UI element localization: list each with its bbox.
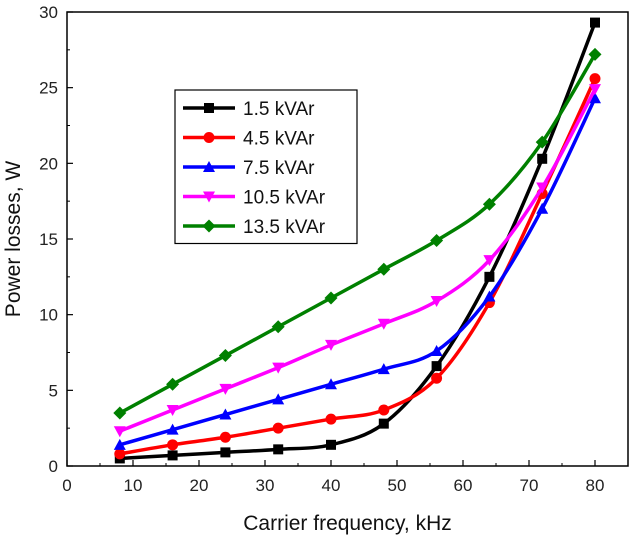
- data-point-7-5-kvar: [272, 393, 285, 405]
- legend-item-10-5-kvar: 10.5 kVAr: [183, 188, 326, 209]
- x-tick-label: 80: [586, 476, 605, 495]
- data-point-4-5-kvar: [114, 448, 126, 460]
- legend-marker: [203, 191, 215, 203]
- data-point-13-5-kvar: [482, 197, 496, 211]
- data-point-7-5-kvar: [166, 423, 179, 435]
- y-tick-label: 30: [39, 3, 58, 22]
- y-tick-label: 15: [39, 230, 58, 249]
- data-point-4-5-kvar: [167, 439, 179, 451]
- data-point-4-5-kvar: [431, 372, 443, 384]
- legend-marker: [202, 219, 216, 233]
- data-point-13-5-kvar: [535, 135, 549, 149]
- data-point-13-5-kvar: [166, 377, 180, 391]
- x-axis-ticks: 0 10 20 30 40 50 60 70 80: [62, 460, 604, 495]
- data-point-1-5-kvar: [590, 17, 600, 28]
- x-tick-label: 30: [256, 476, 275, 495]
- x-tick-label: 40: [322, 476, 341, 495]
- legend-item-13-5-kvar: 13.5 kVAr: [183, 217, 326, 238]
- y-tick-label: 25: [39, 79, 58, 98]
- data-point-13-5-kvar: [113, 406, 127, 420]
- data-point-10-5-kvar: [272, 362, 285, 374]
- data-point-10-5-kvar: [483, 255, 496, 267]
- series-line-10-5-kvar: [118, 87, 597, 433]
- data-point-13-5-kvar: [430, 234, 444, 248]
- data-point-10-5-kvar: [536, 182, 549, 194]
- x-tick-label: 50: [388, 476, 407, 495]
- y-tick-label: 5: [49, 381, 58, 400]
- legend-label: 7.5 kVAr: [243, 158, 315, 179]
- data-point-10-5-kvar: [219, 383, 232, 395]
- data-point-13-5-kvar: [218, 349, 232, 363]
- legend-label: 13.5 kVAr: [243, 217, 326, 238]
- legend-label: 1.5 kVAr: [243, 99, 315, 120]
- x-tick-label: 70: [520, 476, 539, 495]
- data-point-7-5-kvar: [483, 290, 496, 302]
- data-point-4-5-kvar: [219, 431, 231, 443]
- y-axis-ticks: 0 5 10 15 20 25 30: [39, 3, 73, 476]
- series-13-5-kvar: [113, 47, 602, 420]
- series-7-5-kvar: [113, 92, 601, 450]
- data-point-13-5-kvar: [324, 291, 338, 305]
- legend-label: 10.5 kVAr: [243, 188, 326, 209]
- y-tick-label: 20: [39, 154, 58, 173]
- data-point-10-5-kvar: [325, 339, 337, 351]
- series-10-5-kvar: [113, 84, 601, 438]
- data-point-7-5-kvar: [325, 378, 337, 390]
- legend-label: 4.5 kVAr: [243, 129, 315, 150]
- data-point-10-5-kvar: [589, 84, 601, 96]
- legend-item-1-5-kvar: 1.5 kVAr: [183, 99, 315, 120]
- data-point-7-5-kvar: [377, 363, 390, 375]
- legend-item-7-5-kvar: 7.5 kVAr: [183, 158, 315, 179]
- series-line-13-5-kvar: [118, 52, 597, 415]
- y-tick-label: 10: [39, 306, 58, 325]
- data-point-10-5-kvar: [166, 405, 179, 417]
- data-point-4-5-kvar: [589, 73, 601, 85]
- legend-marker: [204, 103, 214, 113]
- data-point-4-5-kvar: [378, 404, 390, 416]
- data-point-10-5-kvar: [430, 296, 443, 308]
- series-1-5-kvar: [114, 17, 600, 464]
- data-point-10-5-kvar: [113, 426, 126, 438]
- data-point-13-5-kvar: [588, 47, 602, 61]
- data-point-4-5-kvar: [272, 422, 284, 434]
- data-point-7-5-kvar: [536, 202, 549, 214]
- legend-marker: [203, 132, 215, 143]
- x-axis-title: Carrier frequency, kHz: [243, 512, 452, 535]
- data-point-1-5-kvar: [220, 447, 231, 458]
- legend: 1.5 kVAr 4.5 kVAr 7.5 kVAr 10.5 kVAr 13.5 kV…: [174, 89, 358, 245]
- x-tick-label: 60: [454, 476, 473, 495]
- data-point-10-5-kvar: [377, 318, 390, 330]
- x-tick-label: 0: [62, 476, 71, 495]
- data-point-1-5-kvar: [273, 444, 284, 455]
- x-tick-label: 20: [190, 476, 209, 495]
- data-point-13-5-kvar: [271, 320, 285, 334]
- legend-marker: [203, 161, 215, 172]
- data-point-1-5-kvar: [326, 439, 336, 450]
- data-point-1-5-kvar: [484, 271, 495, 282]
- data-point-13-5-kvar: [377, 262, 391, 276]
- data-point-7-5-kvar: [589, 92, 601, 104]
- legend-item-4-5-kvar: 4.5 kVAr: [183, 129, 315, 150]
- data-point-7-5-kvar: [219, 408, 232, 420]
- data-point-1-5-kvar: [378, 418, 389, 429]
- y-tick-label: 0: [49, 457, 58, 476]
- data-point-7-5-kvar: [430, 344, 443, 356]
- y-axis-title: Power losses, W: [2, 161, 25, 318]
- data-point-1-5-kvar: [167, 450, 178, 461]
- data-point-1-5-kvar: [537, 153, 548, 164]
- data-point-1-5-kvar: [431, 361, 442, 372]
- data-point-7-5-kvar: [113, 438, 126, 450]
- data-point-4-5-kvar: [325, 413, 337, 425]
- series-layer: [113, 17, 602, 464]
- x-tick-label: 10: [124, 476, 143, 495]
